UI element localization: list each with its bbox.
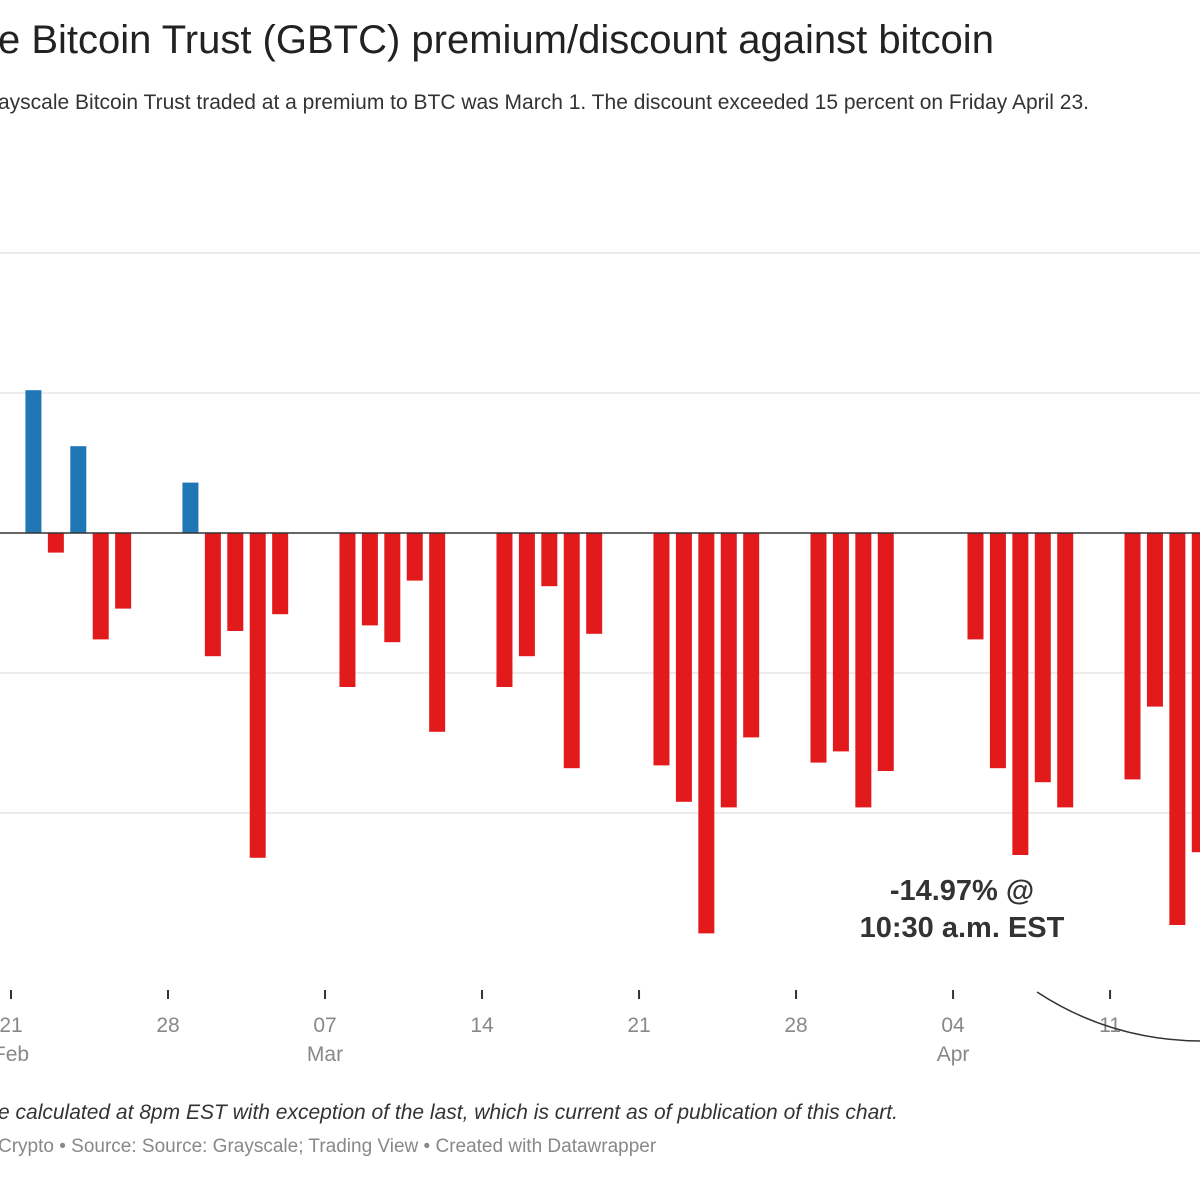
discount-bar: [743, 533, 760, 738]
discount-bar: [1191, 533, 1200, 853]
discount-bar: [1124, 533, 1141, 780]
footnote: e calculated at 8pm EST with exception o…: [0, 1101, 898, 1124]
discount-bar: [1034, 533, 1051, 783]
x-tick-label: 28: [156, 1014, 179, 1037]
discount-bar: [989, 533, 1006, 769]
discount-bar: [115, 533, 132, 609]
discount-bar: [1057, 533, 1074, 808]
discount-bar: [541, 533, 558, 587]
x-month-label: Apr: [937, 1043, 970, 1066]
chart-title: e Bitcoin Trust (GBTC) premium/discount …: [0, 18, 994, 62]
source-line: Crypto • Source: Source: Grayscale; Trad…: [0, 1136, 657, 1157]
discount-bar: [496, 533, 513, 687]
discount-bar: [406, 533, 423, 581]
x-tick-label: 21: [627, 1014, 650, 1037]
discount-bar: [810, 533, 827, 763]
discount-bar: [384, 533, 401, 643]
discount-bar: [429, 533, 446, 732]
discount-bar: [361, 533, 378, 626]
discount-bar: [47, 533, 64, 553]
discount-bar: [877, 533, 894, 771]
discount-bar: [518, 533, 535, 657]
premium-bar: [70, 446, 87, 533]
premium-bar: [182, 482, 199, 533]
discount-bar: [675, 533, 692, 802]
discount-bar: [720, 533, 737, 808]
discount-bar: [92, 533, 109, 640]
discount-bar: [586, 533, 603, 634]
discount-bar: [653, 533, 670, 766]
discount-bar: [563, 533, 580, 769]
annotation-line-1: -14.97% @: [890, 875, 1034, 907]
x-tick-label: 04: [941, 1014, 965, 1037]
discount-bar: [1012, 533, 1029, 855]
x-tick-label: 21: [0, 1014, 23, 1037]
annotation-arrow-curve: [1036, 991, 1200, 1042]
discount-bar: [272, 533, 289, 615]
x-tick-label: 07: [313, 1014, 336, 1037]
discount-bar: [339, 533, 356, 687]
discount-bar: [1146, 533, 1163, 707]
discount-bar: [967, 533, 984, 640]
discount-bar: [1169, 533, 1186, 925]
x-tick-label: 28: [784, 1014, 807, 1037]
x-month-label: Feb: [0, 1043, 29, 1066]
discount-bar: [204, 533, 221, 657]
premium-bar: [25, 390, 42, 533]
discount-bar: [855, 533, 872, 808]
bar-chart: 21 Feb 28 07 Mar 14 21 28 04 Apr 11 -14.97% @ 10:3…: [0, 252, 1200, 1066]
x-tick-label: 14: [470, 1014, 494, 1037]
discount-bar: [698, 533, 715, 934]
x-tick-label: 11: [1099, 1014, 1121, 1037]
discount-bar: [227, 533, 244, 631]
x-month-label: Mar: [307, 1043, 343, 1066]
discount-bar: [249, 533, 266, 858]
discount-bar: [832, 533, 849, 752]
chart-subtitle: ayscale Bitcoin Trust traded at a premiu…: [0, 91, 1089, 114]
annotation-line-2: 10:30 a.m. EST: [860, 912, 1065, 944]
